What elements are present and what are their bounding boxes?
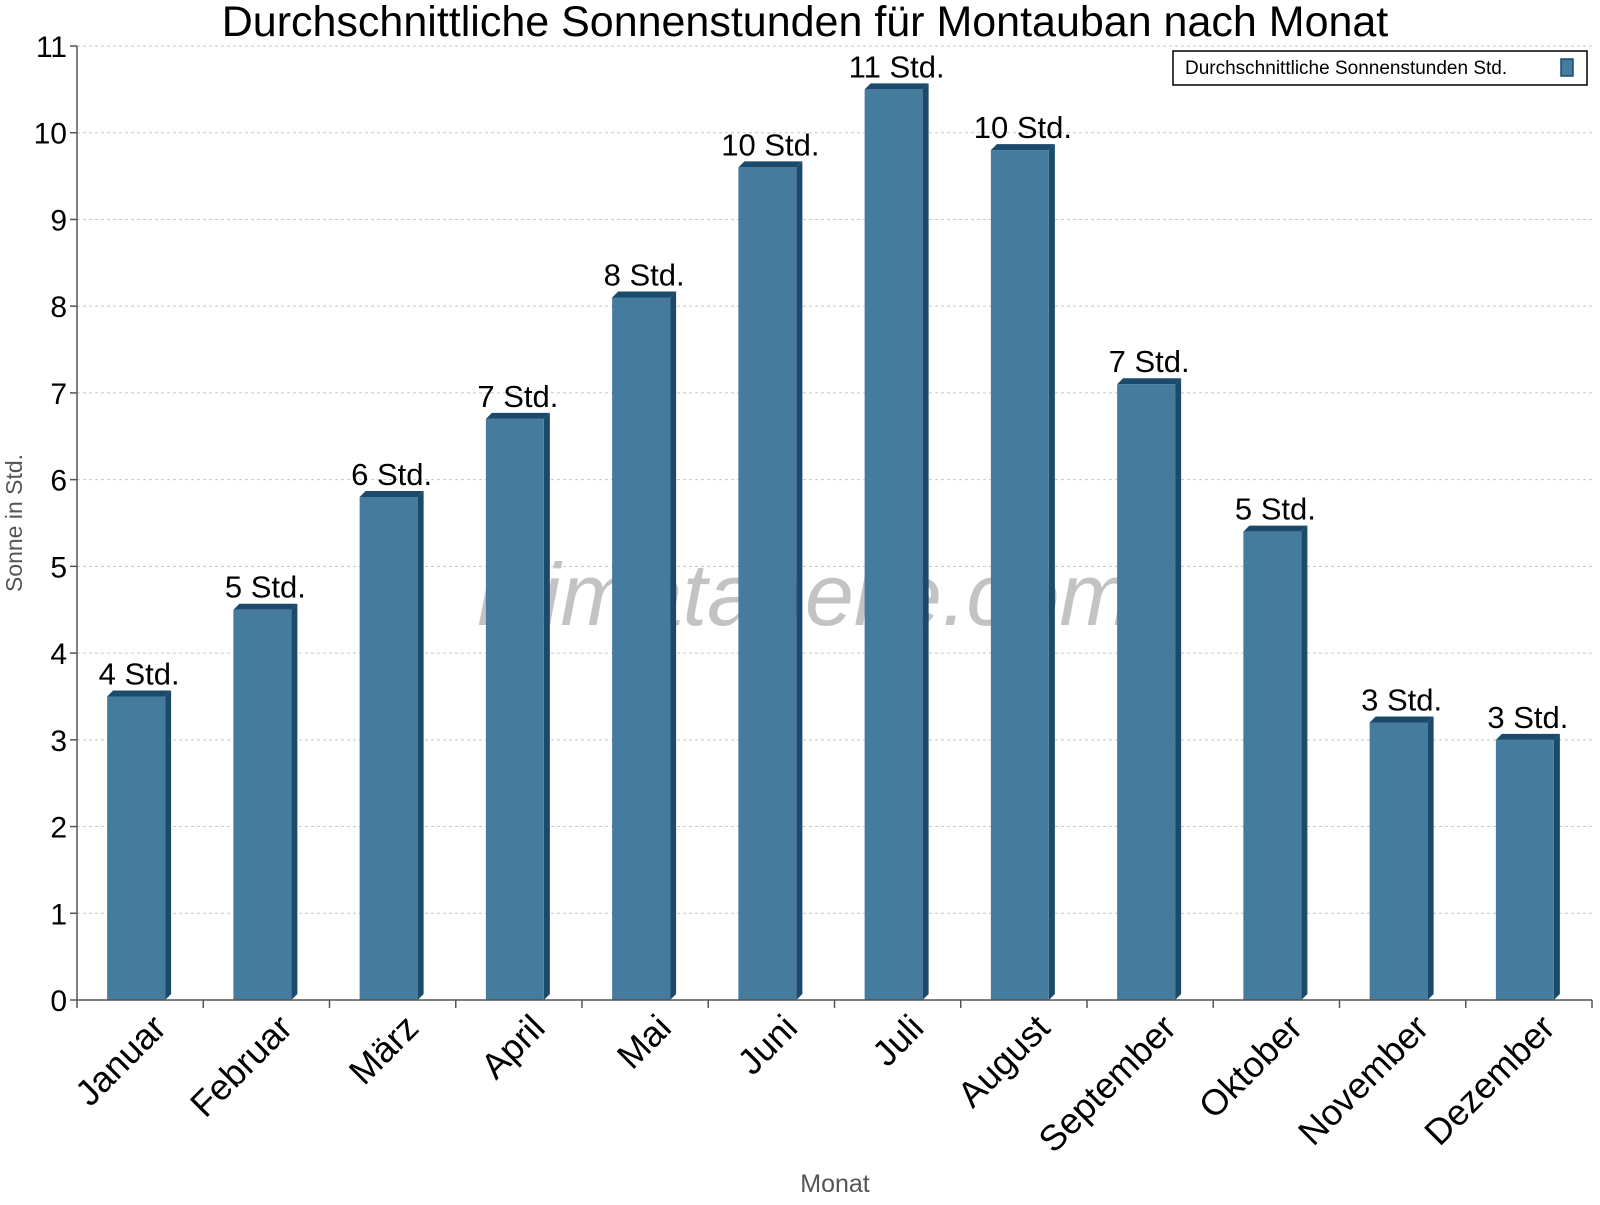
bar-face-4 (485, 418, 544, 1001)
data-label-3: 6 Std. (351, 457, 432, 492)
bar-face-1 (107, 696, 166, 1000)
bar-side-4 (543, 412, 550, 1001)
bar-top-1 (107, 690, 172, 697)
bar-top-7 (864, 83, 929, 90)
bar-top-9 (1117, 378, 1182, 385)
legend: Durchschnittliche Sonnenstunden Std. (1172, 50, 1588, 86)
bar-3 (359, 490, 424, 1000)
chart-title: Durchschnittliche Sonnenstunden für Mont… (222, 0, 1389, 46)
bar-top-5 (612, 291, 677, 298)
bar-top-6 (738, 161, 803, 168)
bar-side-5 (670, 291, 677, 1000)
data-labels: 4 Std. 5 Std. 6 Std. 7 Std. 8 Std. 10 Std. 11 … (99, 49, 1569, 734)
bar-side-2 (291, 603, 298, 1000)
bar-side-3 (417, 490, 424, 1000)
bar-face-8 (990, 150, 1049, 1000)
bars (107, 83, 1560, 1001)
bar-top-10 (1243, 525, 1308, 532)
bar-5 (612, 291, 677, 1000)
bar-side-9 (1175, 378, 1182, 1001)
grid-lines (77, 45, 1592, 914)
axes (70, 45, 1593, 1008)
bar-4 (485, 412, 550, 1001)
y-tick-label-9: 9 (50, 204, 67, 237)
y-tick-label-11: 11 (36, 31, 67, 64)
bar-face-5 (612, 297, 671, 1000)
data-label-6: 10 Std. (721, 127, 819, 162)
legend-swatch (1560, 58, 1574, 77)
bar-7 (864, 83, 929, 1000)
bar-1 (107, 690, 172, 1000)
y-tick-label-10: 10 (34, 118, 67, 151)
bar-face-12 (1495, 739, 1554, 1000)
y-tick-label-7: 7 (50, 378, 67, 411)
bar-10 (1243, 525, 1308, 1000)
y-tick-label-6: 6 (50, 465, 67, 498)
data-label-12: 3 Std. (1487, 700, 1568, 735)
bar-8 (990, 144, 1055, 1000)
data-label-7: 11 Std. (849, 49, 945, 84)
bar-face-3 (359, 496, 418, 1000)
legend-frame (1172, 50, 1588, 86)
bar-side-12 (1553, 733, 1560, 1000)
bar-11 (1369, 716, 1434, 1000)
bar-face-9 (1117, 384, 1176, 1001)
y-tick-label-5: 5 (50, 551, 67, 584)
y-tick-label-8: 8 (50, 291, 67, 324)
y-tick-labels: 0 1 2 3 4 5 6 7 8 9 10 11 (34, 31, 67, 1018)
bar-12 (1495, 733, 1560, 1000)
data-label-10: 5 Std. (1235, 492, 1316, 527)
y-tick-label-0: 0 (50, 985, 67, 1018)
bar-top-11 (1369, 716, 1434, 723)
data-label-5: 8 Std. (604, 258, 685, 293)
bar-top-3 (359, 490, 424, 497)
bar-side-8 (1048, 144, 1055, 1000)
data-label-4: 7 Std. (477, 379, 558, 414)
bar-face-10 (1243, 531, 1302, 1000)
bar-top-2 (233, 603, 298, 610)
data-label-2: 5 Std. (225, 570, 306, 605)
data-label-8: 10 Std. (974, 110, 1072, 145)
y-tick-label-4: 4 (50, 638, 67, 671)
y-tick-label-2: 2 (50, 812, 67, 845)
bar-side-7 (922, 83, 929, 1000)
legend-label: Durchschnittliche Sonnenstunden Std. (1185, 58, 1507, 79)
y-axis-title: Sonne in Std. (1, 454, 27, 592)
bar-6 (738, 161, 803, 1000)
bar-face-11 (1369, 722, 1428, 1000)
data-label-1: 4 Std. (99, 656, 180, 691)
bar-side-10 (1301, 525, 1308, 1000)
bar-2 (233, 603, 298, 1000)
bar-top-12 (1495, 733, 1560, 740)
y-tick-label-3: 3 (50, 725, 67, 758)
bar-top-8 (990, 144, 1055, 151)
bar-face-6 (738, 167, 797, 1000)
bar-face-7 (864, 89, 923, 1000)
bar-side-11 (1427, 716, 1434, 1000)
data-label-11: 3 Std. (1361, 682, 1442, 717)
y-tick-label-1: 1 (50, 898, 67, 931)
bar-face-2 (233, 609, 292, 1000)
bar-side-1 (165, 690, 172, 1000)
x-axis-title: Monat (800, 1170, 870, 1198)
data-label-9: 7 Std. (1109, 344, 1190, 379)
bar-9 (1117, 378, 1182, 1001)
bar-top-4 (485, 412, 550, 419)
bar-side-6 (796, 161, 803, 1000)
